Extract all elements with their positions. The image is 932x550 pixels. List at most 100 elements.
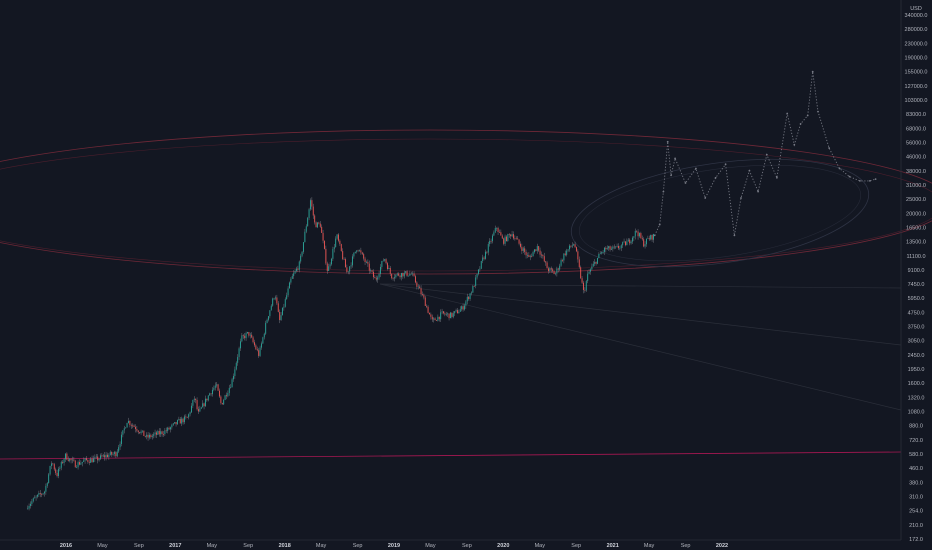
candle-body	[230, 387, 232, 388]
candle-body	[129, 421, 131, 426]
candle-body	[168, 427, 170, 430]
candle-body	[554, 273, 556, 275]
candle-body	[372, 271, 374, 278]
candle-body	[361, 252, 363, 255]
candle-body	[122, 430, 124, 435]
candle-body	[77, 462, 79, 468]
candle-body	[421, 294, 423, 295]
candle-body	[157, 430, 159, 435]
candle-body	[302, 242, 304, 252]
price-tick-label: 1080.0	[908, 410, 925, 416]
candle-body	[125, 427, 127, 429]
candle-body	[598, 254, 600, 258]
candle-body	[53, 464, 55, 470]
candle-body	[277, 303, 279, 312]
candle-body	[522, 248, 524, 251]
candle-body	[389, 267, 391, 274]
candle-body	[204, 398, 206, 407]
price-tick-label: 13500.0	[906, 240, 926, 246]
candle-body	[370, 270, 372, 272]
projection-point	[817, 110, 819, 113]
candle-body	[643, 239, 645, 247]
candle-body	[368, 263, 370, 271]
candle-body	[455, 310, 457, 312]
candle-body	[252, 337, 254, 343]
price-tick-label: 880.0	[909, 424, 923, 430]
candle-body	[36, 494, 38, 497]
time-tick-year-label: 2022	[716, 543, 728, 549]
candle-body	[193, 398, 195, 400]
candle-body	[532, 252, 534, 257]
candle-body	[498, 232, 500, 233]
candle-body	[220, 396, 222, 403]
candle-body	[442, 311, 444, 314]
price-candles	[27, 197, 654, 511]
candle-body	[326, 263, 328, 271]
candle-body	[64, 453, 66, 460]
candle-body	[143, 430, 145, 436]
candle-body	[423, 294, 425, 298]
candle-body	[518, 239, 520, 244]
candle-body	[69, 458, 71, 461]
candle-body	[196, 400, 198, 410]
candle-body	[391, 273, 393, 279]
candle-body	[626, 241, 628, 246]
candle-body	[165, 430, 167, 432]
candle-body	[603, 247, 605, 252]
candle-body	[176, 420, 178, 425]
candle-body	[330, 258, 332, 265]
candle-body	[146, 434, 148, 437]
candle-body	[199, 408, 201, 412]
candle-body	[487, 244, 489, 253]
candle-body	[402, 272, 404, 277]
candle-body	[136, 429, 138, 431]
candle-body	[197, 409, 199, 412]
candle-body	[248, 332, 250, 336]
candle-body	[610, 248, 612, 250]
candle-body	[74, 460, 76, 468]
projection-point	[811, 70, 814, 73]
candle-body	[203, 403, 205, 407]
candle-body	[461, 306, 463, 310]
candle-body	[186, 416, 188, 418]
candle-body	[630, 241, 632, 244]
candle-body	[139, 432, 141, 434]
price-tick-label: 580.0	[909, 452, 923, 458]
candle-body	[244, 335, 246, 339]
candle-body	[585, 281, 587, 291]
candle-body	[281, 307, 283, 316]
candle-body	[602, 251, 604, 253]
candle-body	[116, 451, 118, 457]
candle-body	[426, 305, 428, 307]
candle-body	[284, 299, 286, 307]
candle-body	[420, 288, 422, 295]
candle-body	[473, 286, 475, 287]
candle-body	[360, 250, 362, 253]
candle-body	[570, 245, 572, 247]
price-tick-label: 7450.0	[908, 282, 925, 288]
candle-body	[108, 454, 110, 458]
candle-body	[567, 249, 569, 251]
candle-body	[66, 453, 68, 460]
time-tick-month-label: May	[644, 543, 655, 549]
price-tick-label: 16500.0	[906, 225, 926, 231]
candle-body	[525, 251, 527, 256]
candle-body	[407, 275, 409, 277]
candle-body	[59, 467, 61, 469]
candle-body	[644, 244, 646, 247]
candle-body	[412, 273, 414, 275]
candle-body	[132, 425, 134, 427]
candle-body	[160, 431, 162, 435]
candle-body	[52, 463, 54, 465]
candle-body	[287, 288, 289, 296]
candle-body	[381, 260, 383, 267]
candle-body	[141, 430, 143, 432]
candle-body	[325, 248, 327, 264]
candle-body	[430, 314, 432, 317]
candle-body	[218, 390, 220, 397]
candle-body	[358, 250, 360, 251]
candle-body	[612, 246, 614, 249]
candle-body	[60, 461, 62, 468]
candle-body	[416, 282, 418, 287]
